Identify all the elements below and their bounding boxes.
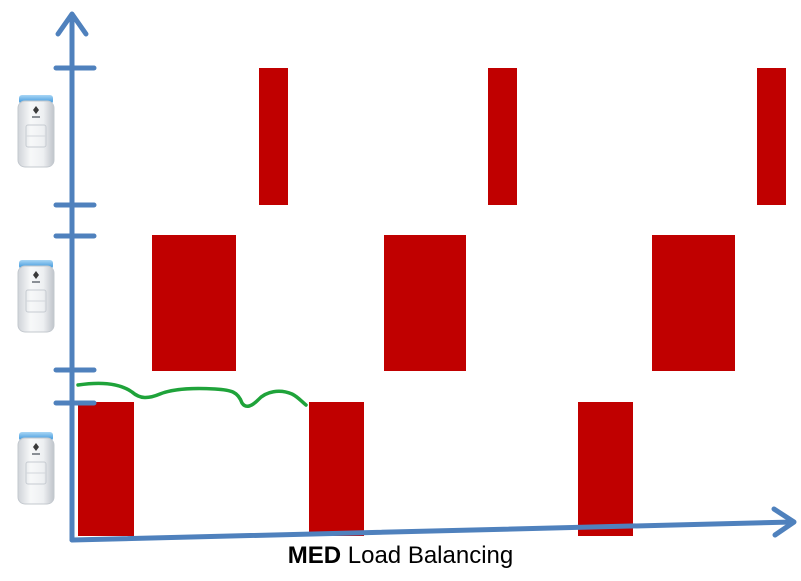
thermostat-actuator-icon: [18, 95, 54, 167]
top-row-bar-3: [757, 68, 786, 205]
middle-row-bar-1: [152, 235, 236, 371]
bottom-row-bar-1: [78, 402, 134, 536]
x-axis: [72, 522, 793, 540]
top-row-bars: [259, 68, 786, 205]
middle-row-bar-3: [652, 235, 735, 371]
thermostat-actuator-icon: [18, 260, 54, 332]
top-row-bar-1: [259, 68, 288, 205]
caption-bold-text: MED: [288, 542, 341, 569]
bottom-row-bars: [78, 402, 633, 536]
thermostat-actuator-icon: [18, 432, 54, 504]
middle-row-bars: [152, 235, 735, 371]
caption-text: Load Balancing: [341, 542, 513, 569]
diagram-caption: MED Load Balancing: [0, 541, 801, 571]
bottom-row-bar-2: [309, 402, 364, 536]
bottom-row-bar-3: [578, 402, 633, 536]
top-row-bar-2: [488, 68, 517, 205]
middle-row-bar-2: [384, 235, 466, 371]
